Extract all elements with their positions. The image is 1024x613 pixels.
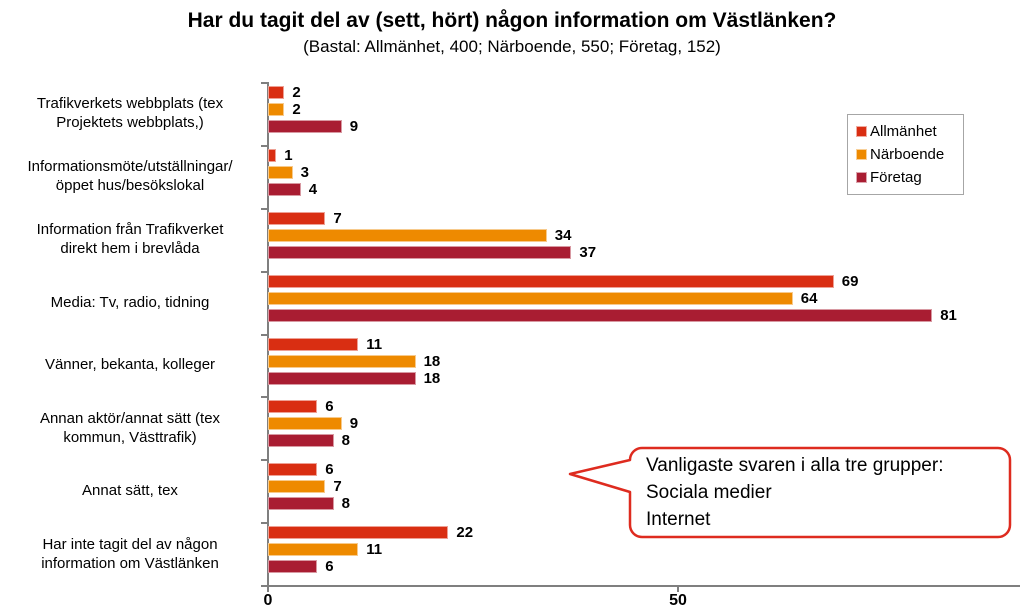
category-label: Vänner, bekanta, kolleger: [44, 356, 216, 374]
bar-value-label: 11: [366, 335, 383, 353]
bar-närboende: [268, 543, 359, 557]
bar-value-label: 18: [423, 352, 441, 370]
bar-value-label: 7: [333, 478, 342, 496]
x-axis-tick-label-50: 50: [669, 592, 687, 609]
bar-företag: [268, 182, 301, 196]
bar-företag: [268, 371, 416, 385]
bar-företag: [268, 245, 572, 259]
bar-närboende: [268, 480, 326, 494]
category-label: Annan aktör/annat sätt (tex kommun, Västt…: [39, 409, 221, 446]
bar-value-label: 2: [292, 101, 301, 118]
category-label: Annat sätt, tex: [82, 482, 178, 500]
bar-value-label: 18: [423, 369, 441, 387]
callout-line: Vanligaste svaren i alla tre grupper:: [646, 455, 944, 476]
callout-bubble: [568, 446, 1012, 539]
bar-närboende: [268, 291, 793, 305]
category-label: Information från Trafikverket direkt hem …: [36, 221, 224, 258]
bar-företag: [268, 560, 318, 574]
bar-allmänhet: [268, 526, 449, 540]
bar-value-label: 9: [349, 415, 359, 433]
bar-allmänhet: [268, 86, 285, 99]
x-axis-tick: [677, 587, 679, 592]
x-axis-tick-label-0: 0: [263, 592, 273, 609]
legend-label: Företag: [870, 169, 922, 186]
legend-swatch-icon: [856, 172, 867, 183]
y-axis-tick: [261, 333, 267, 336]
y-axis-tick: [261, 82, 267, 84]
callout-text: Vanligaste svaren i alla tre grupper: So…: [646, 452, 1006, 533]
category-label: Trafikverkets webbplats (tex Projektets w…: [36, 95, 224, 132]
chart-legend: Allmänhet Närboende Företag: [847, 114, 964, 195]
bar-allmänhet: [268, 211, 326, 225]
chart-title: Har du tagit del av (sett, hört) någon i…: [187, 9, 837, 32]
bar-närboende: [268, 228, 547, 242]
bar-value-label: 8: [341, 495, 350, 513]
bar-företag: [268, 308, 933, 322]
bar-value-label: 6: [325, 398, 334, 416]
bar-value-label: 37: [579, 243, 597, 261]
y-axis-tick: [261, 459, 267, 462]
bar-value-label: 7: [333, 209, 342, 227]
bar-value-label: 34: [554, 226, 572, 244]
bar-value-label: 69: [841, 272, 859, 290]
bar-närboende: [268, 354, 416, 368]
category-label: Har inte tagit del av någon information o…: [41, 535, 219, 572]
y-axis-tick: [261, 585, 267, 587]
y-axis: [267, 82, 269, 586]
legend-label: Allmänhet: [870, 123, 937, 140]
y-axis-tick: [261, 207, 267, 210]
chart-subtitle: (Bastal: Allmänhet, 400; Närboende, 550;…: [303, 37, 721, 56]
bar-företag: [268, 434, 334, 448]
bar-allmänhet: [268, 337, 359, 351]
x-axis: [267, 585, 1020, 587]
y-axis-tick: [261, 144, 267, 147]
bar-value-label: 2: [292, 84, 301, 101]
bar-value-label: 6: [325, 558, 334, 576]
bar-företag: [268, 120, 342, 133]
category-label: Informationsmöte/utställningar/öppet hus…: [27, 158, 233, 195]
y-axis-tick: [261, 396, 267, 399]
bar-value-label: 6: [325, 461, 334, 479]
bar-allmänhet: [268, 274, 834, 288]
bar-value-label: 4: [308, 180, 318, 198]
bar-allmänhet: [268, 148, 277, 162]
callout-line: Sociala medier: [646, 482, 772, 503]
bar-allmänhet: [268, 463, 318, 477]
bar-value-label: 22: [456, 524, 474, 542]
bar-value-label: 3: [300, 163, 309, 181]
bar-value-label: 11: [366, 541, 383, 559]
legend-label: Närboende: [870, 146, 945, 163]
bar-value-label: 8: [341, 432, 350, 450]
bar-value-label: 81: [940, 306, 957, 324]
bar-allmänhet: [268, 400, 318, 414]
legend-item-allmänhet: Allmänhet: [856, 123, 963, 140]
bar-value-label: 1: [284, 146, 293, 164]
category-label: Media: Tv, radio, tidning: [50, 293, 210, 311]
legend-swatch-icon: [856, 149, 867, 160]
x-axis-tick: [267, 587, 269, 592]
y-axis-tick: [261, 270, 267, 273]
legend-swatch-icon: [856, 126, 867, 137]
bar-närboende: [268, 165, 293, 179]
bar-value-label: 64: [800, 289, 818, 307]
legend-item-närboende: Närboende: [856, 146, 963, 163]
bar-value-label: 9: [349, 118, 359, 135]
bar-företag: [268, 497, 334, 511]
callout-line: Internet: [646, 509, 711, 530]
bar-närboende: [268, 103, 285, 116]
legend-item-företag: Företag: [856, 169, 963, 186]
y-axis-tick: [261, 522, 267, 525]
bar-närboende: [268, 417, 342, 431]
